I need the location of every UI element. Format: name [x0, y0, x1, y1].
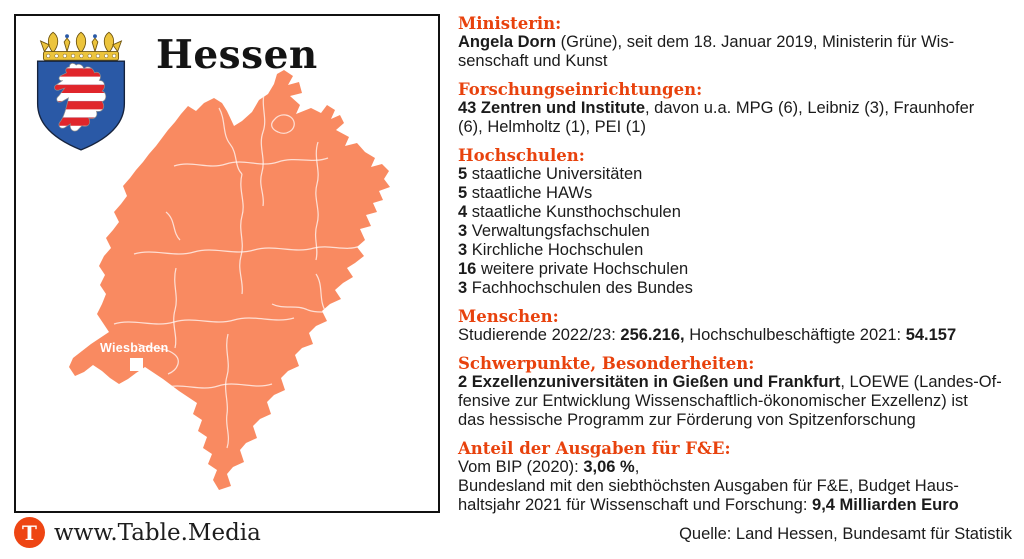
text-segment: Angela Dorn: [458, 33, 557, 51]
text-segment: Studierende 2022/23:: [458, 326, 621, 344]
info-line: 43 Zentren und Institute, davon u.a. MPG…: [458, 99, 1018, 118]
text-segment: staatliche Universitäten: [467, 165, 643, 183]
text-segment: Vom BIP (2020):: [458, 458, 584, 476]
section-header: Ministerin:: [458, 14, 562, 33]
text-segment: 256.216,: [620, 326, 685, 344]
text-segment: Verwaltungsfachschulen: [467, 222, 650, 240]
text-segment: 3: [458, 279, 468, 297]
text-segment: staatliche Kunsthochschulen: [467, 203, 681, 221]
info-line: 3 Verwaltungsfachschulen: [458, 222, 1018, 241]
website-url[interactable]: www.Table.Media: [54, 519, 261, 546]
info-section-schwerpunkte: Schwerpunkte, Besonderheiten: 2 Exzellenz…: [458, 354, 1018, 430]
info-line: Studierende 2022/23: 256.216, Hochschulb…: [458, 326, 1018, 345]
section-header: Forschungseinrichtungen:: [458, 80, 703, 99]
hessen-coat-of-arms-icon: [36, 31, 126, 151]
state-panel: Hessen Wiesbaden: [14, 14, 440, 513]
text-segment: 9,4 Milliarden Euro: [812, 496, 959, 514]
text-segment: Fachhochschulen des Bundes: [467, 279, 693, 297]
text-segment: 2 Exzellenzuniversitäten in Gießen und F…: [458, 373, 841, 391]
info-line: 5 staatliche Universitäten: [458, 165, 1018, 184]
info-line: 2 Exzellenzuniversitäten in Gießen und F…: [458, 373, 1018, 392]
info-line: 3 Fachhochschulen des Bundes: [458, 279, 1018, 298]
text-segment: weitere private Hochschulen: [476, 260, 689, 278]
text-segment: 16: [458, 260, 477, 278]
text-segment: ,: [634, 458, 640, 476]
text-segment: das hessische Programm zur Förderung von…: [458, 411, 916, 429]
text-segment: 3: [458, 222, 468, 240]
striped-lion-icon: [54, 63, 107, 132]
text-segment: Bundesland mit den siebthöchsten Ausgabe…: [458, 477, 959, 495]
district-borders: [113, 89, 361, 449]
text-segment: senschaft und Kunst: [458, 52, 608, 70]
section-header: Hochschulen:: [458, 146, 585, 165]
text-segment: (Grüne), seit dem 18. Januar 2019, Minis…: [556, 33, 955, 51]
info-line: haltsjahr 2021 für Wissenschaft und Fors…: [458, 496, 1018, 515]
text-segment: 43 Zentren und Institute: [458, 99, 646, 117]
hessen-state-shape: [69, 70, 390, 490]
info-line: senschaft und Kunst: [458, 52, 1018, 71]
info-line: das hessische Programm zur Förderung von…: [458, 411, 1018, 430]
text-segment: Kirchliche Hochschulen: [467, 241, 644, 259]
text-segment: 3: [458, 241, 468, 259]
section-header: Schwerpunkte, Besonderheiten:: [458, 354, 755, 373]
text-segment: haltsjahr 2021 für Wissenschaft und Fors…: [458, 496, 813, 514]
info-section-menschen: Menschen: Studierende 2022/23: 256.216, H…: [458, 307, 1018, 345]
wiesbaden-marker-square: [130, 358, 143, 371]
text-segment: 4: [458, 203, 468, 221]
info-section-ausgaben-fe: Anteil der Ausgaben für F&E: Vom BIP (202…: [458, 439, 1018, 515]
info-line: fensive zur Entwicklung Wissenschaftlich…: [458, 392, 1018, 411]
info-line: 5 staatliche HAWs: [458, 184, 1018, 203]
brand-footer: T www.Table.Media: [14, 517, 261, 548]
info-line: 3 Kirchliche Hochschulen: [458, 241, 1018, 260]
info-line: (6), Helmholtz (1), PEI (1): [458, 118, 1018, 137]
text-segment: , davon u.a. MPG (6), Leibniz (3), Fraun…: [645, 99, 975, 117]
info-line: 16 weitere private Hochschulen: [458, 260, 1018, 279]
text-segment: 5: [458, 165, 468, 183]
hessen-map: [69, 70, 390, 490]
table-media-logo-icon: T: [14, 517, 45, 548]
info-section-hochschulen: Hochschulen: 5 staatliche Universitäten 5 …: [458, 146, 1018, 298]
text-segment: 3,06 %: [583, 458, 635, 476]
logo-letter: T: [22, 520, 37, 545]
text-segment: Hochschulbeschäftigte 2021:: [684, 326, 906, 344]
source-credit: Quelle: Land Hessen, Bundesamt für Stati…: [679, 525, 1012, 543]
text-segment: , LOEWE (Landes-Of-: [840, 373, 1002, 391]
text-segment: 54.157: [905, 326, 957, 344]
section-header: Menschen:: [458, 307, 559, 326]
text-segment: 5: [458, 184, 468, 202]
info-column: Ministerin: Angela Dorn (Grüne), seit dem…: [458, 12, 1018, 515]
state-name-title: Hessen: [156, 32, 318, 78]
text-segment: fensive zur Entwicklung Wissenschaftlich…: [458, 392, 968, 410]
info-section-ministerin: Ministerin: Angela Dorn (Grüne), seit dem…: [458, 14, 1018, 71]
section-header: Anteil der Ausgaben für F&E:: [458, 439, 731, 458]
info-line: 4 staatliche Kunsthochschulen: [458, 203, 1018, 222]
city-label-wiesbaden: Wiesbaden: [100, 341, 169, 355]
text-segment: (6), Helmholtz (1), PEI (1): [458, 118, 646, 136]
crown-icon: [39, 31, 123, 61]
info-line: Vom BIP (2020): 3,06 %,: [458, 458, 1018, 477]
text-segment: staatliche HAWs: [467, 184, 593, 202]
info-line: Bundesland mit den siebthöchsten Ausgabe…: [458, 477, 1018, 496]
info-section-forschungseinrichtungen: Forschungseinrichtungen: 43 Zentren und I…: [458, 80, 1018, 137]
info-line: Angela Dorn (Grüne), seit dem 18. Januar…: [458, 33, 1018, 52]
